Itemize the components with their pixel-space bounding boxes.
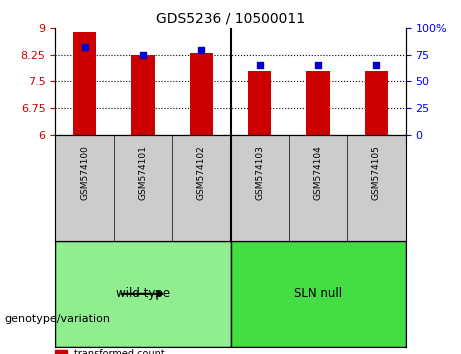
Bar [307,71,330,135]
FancyBboxPatch shape [55,241,230,347]
Bar [131,55,154,135]
Text: GSM574104: GSM574104 [313,145,323,200]
Text: GSM574105: GSM574105 [372,145,381,200]
Text: wild type: wild type [116,287,170,300]
Text: genotype/variation: genotype/variation [5,314,111,324]
FancyBboxPatch shape [230,241,406,347]
Point [139,52,147,58]
Bar [73,32,96,135]
Bar [248,71,272,135]
Point [314,63,322,68]
Legend: transformed count, percentile rank within the sample: transformed count, percentile rank withi… [51,345,243,354]
Text: SLN null: SLN null [294,287,342,300]
Text: GSM574100: GSM574100 [80,145,89,200]
Point [81,45,88,50]
Point [373,63,380,68]
Point [198,47,205,52]
Text: GSM574102: GSM574102 [197,145,206,200]
Bar [365,71,388,135]
Point [256,63,263,68]
Text: GSM574101: GSM574101 [138,145,148,200]
Title: GDS5236 / 10500011: GDS5236 / 10500011 [156,12,305,26]
Bar [189,53,213,135]
Text: GSM574103: GSM574103 [255,145,264,200]
